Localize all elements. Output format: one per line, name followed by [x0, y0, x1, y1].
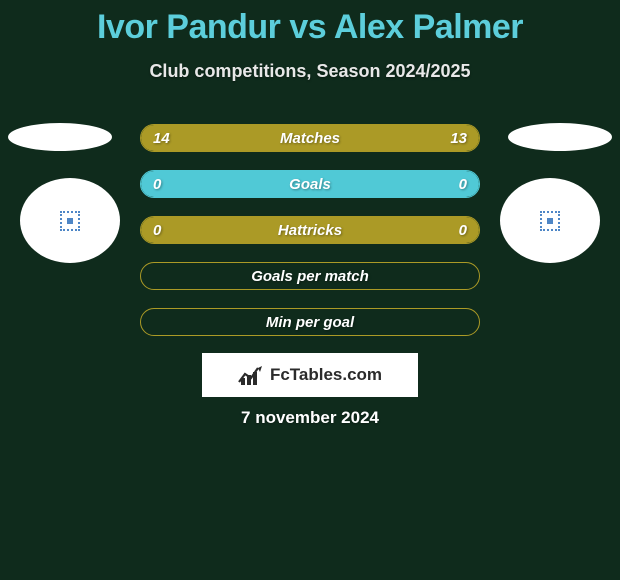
image-placeholder-icon — [60, 211, 80, 231]
stat-row-min-per-goal: Min per goal — [140, 308, 480, 336]
stat-left-value: 14 — [141, 130, 201, 147]
snapshot-date: 7 november 2024 — [0, 408, 620, 428]
stat-row-goals: 0 Goals 0 — [140, 170, 480, 198]
stat-row-hattricks: 0 Hattricks 0 — [140, 216, 480, 244]
stat-left-value: 0 — [141, 222, 201, 239]
player-left-flag-placeholder — [8, 123, 112, 151]
player-right-photo-placeholder — [500, 178, 600, 263]
stat-right-value: 13 — [419, 130, 479, 147]
stat-right-value: 0 — [419, 222, 479, 239]
subtitle: Club competitions, Season 2024/2025 — [0, 61, 620, 82]
stat-label: Goals per match — [201, 268, 419, 285]
player-right-flag-placeholder — [508, 123, 612, 151]
fctables-logo-icon — [238, 364, 264, 386]
player-left-photo-placeholder — [20, 178, 120, 263]
fctables-logo-text: FcTables.com — [270, 365, 382, 385]
image-placeholder-icon — [540, 211, 560, 231]
stat-left-value: 0 — [141, 176, 201, 193]
stat-label: Hattricks — [201, 222, 419, 239]
page-title: Ivor Pandur vs Alex Palmer — [0, 0, 620, 47]
stat-label: Min per goal — [201, 314, 419, 331]
stat-bars: 14 Matches 13 0 Goals 0 0 Hattricks 0 Go… — [140, 124, 480, 336]
stat-right-value: 0 — [419, 176, 479, 193]
stat-row-goals-per-match: Goals per match — [140, 262, 480, 290]
stat-label: Matches — [201, 130, 419, 147]
fctables-logo[interactable]: FcTables.com — [202, 353, 418, 397]
stat-label: Goals — [201, 176, 419, 193]
comparison-widget: Ivor Pandur vs Alex Palmer Club competit… — [0, 0, 620, 580]
stat-row-matches: 14 Matches 13 — [140, 124, 480, 152]
